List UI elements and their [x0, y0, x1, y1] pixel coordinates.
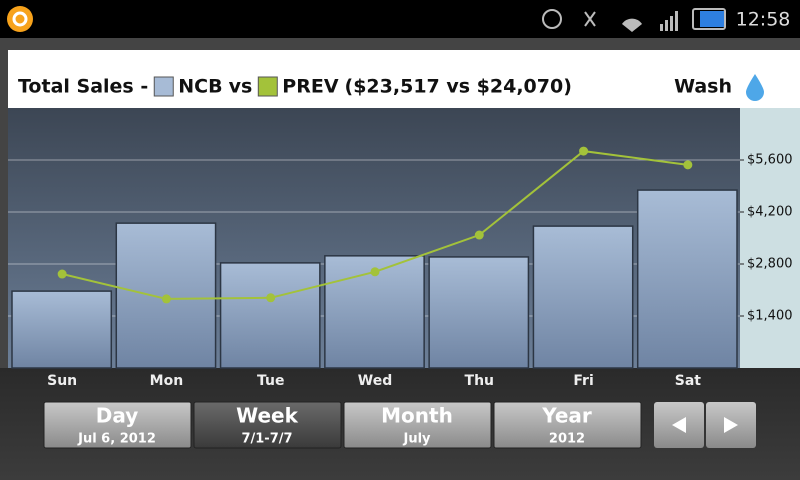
- x-tick-label: Mon: [150, 373, 184, 389]
- button-label: Year: [541, 404, 592, 428]
- app-icon-ring: [12, 11, 28, 27]
- period-button[interactable]: [43, 401, 192, 449]
- bar: [428, 256, 530, 369]
- chart-header: [8, 50, 800, 108]
- period-button[interactable]: [493, 401, 642, 449]
- button-sublabel: July: [402, 432, 431, 447]
- x-tick-label: Tue: [257, 373, 284, 389]
- period-button[interactable]: [193, 401, 342, 449]
- line-point: [370, 267, 380, 277]
- button-sublabel: 7/1-7/7: [241, 432, 292, 447]
- legend-swatch: [153, 76, 174, 97]
- chart: $1,400 $2,800 $4,200 $5,600 Sun Mon Tue Wed Thu F…: [8, 146, 793, 389]
- y-axis-panel: [740, 108, 800, 368]
- x-tick-label: Wed: [358, 373, 392, 389]
- title-totals: ($23,517 vs $24,070): [345, 76, 572, 98]
- y-tick-label: $4,200: [747, 205, 793, 220]
- button-sublabel: 2012: [549, 432, 585, 447]
- button-label: Week: [236, 404, 298, 428]
- legend-swatch: [257, 76, 278, 97]
- y-tick-label: $1,400: [747, 309, 793, 324]
- x-tick-label: Thu: [465, 373, 494, 389]
- y-tick-label: $5,600: [747, 153, 793, 168]
- clock: 12:58: [736, 9, 791, 31]
- x-tick-label: Sun: [47, 373, 77, 389]
- header-text: Total Sales - NCB vs PREV ($23,517 vs $24,07…: [18, 76, 732, 98]
- bar: [636, 189, 738, 369]
- status-icons: [542, 8, 726, 32]
- bar: [532, 225, 634, 369]
- title-joiner: vs: [229, 76, 253, 98]
- x-tick-label: Sat: [675, 373, 702, 389]
- legend-label: PREV: [282, 76, 339, 98]
- period-button[interactable]: [343, 401, 492, 449]
- button-label: Day: [96, 404, 139, 428]
- line-point: [683, 160, 693, 170]
- app-icon: [7, 6, 33, 32]
- period-buttons: Day Jul 6, 2012 Week 7/1-7/7 Month July Year 20…: [43, 401, 642, 449]
- line-point: [579, 146, 589, 156]
- y-tick-label: $2,800: [747, 257, 793, 272]
- bar: [11, 290, 113, 369]
- chart-title: Total Sales -: [18, 76, 148, 98]
- prev-arrow: [672, 417, 686, 433]
- button-label: Month: [381, 404, 453, 428]
- next-arrow: [724, 417, 738, 433]
- status-bar: [0, 0, 800, 38]
- line-point: [57, 269, 67, 279]
- bar: [219, 262, 321, 369]
- line-point: [474, 230, 484, 240]
- line-point: [161, 294, 171, 304]
- context-label: Wash: [674, 76, 732, 98]
- water-drop-icon: [746, 74, 764, 101]
- button-sublabel: Jul 6, 2012: [77, 432, 156, 447]
- legend-label: NCB: [178, 76, 222, 98]
- x-tick-label: Fri: [573, 373, 593, 389]
- line-point: [266, 293, 276, 303]
